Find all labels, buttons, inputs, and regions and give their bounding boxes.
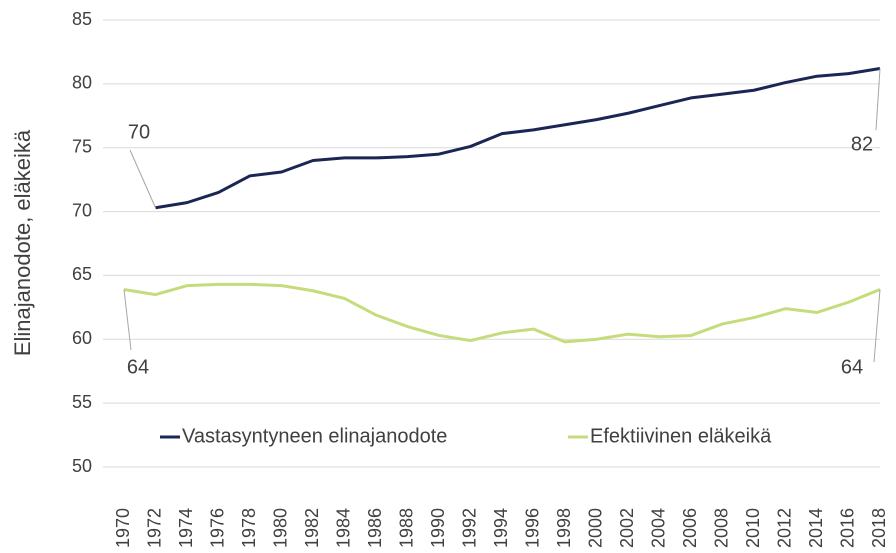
y-tick-label: 75 — [72, 136, 92, 156]
x-tick-label: 2008 — [711, 508, 731, 548]
leader-line — [129, 149, 156, 208]
x-tick-label: 1970 — [113, 508, 133, 548]
x-tick-label: 2002 — [617, 508, 637, 548]
x-tick-label: 1978 — [239, 508, 259, 548]
x-tick-label: 1982 — [302, 508, 322, 548]
y-tick-label: 55 — [72, 392, 92, 412]
x-tick-label: 1980 — [270, 508, 290, 548]
y-tick-label: 70 — [72, 200, 92, 220]
x-tick-label: 2010 — [743, 508, 763, 548]
annotation: 64 — [841, 356, 863, 378]
series-line — [123, 282, 881, 344]
x-tick-label: 1986 — [365, 508, 385, 548]
series-line — [155, 67, 881, 210]
leader-line — [123, 289, 132, 351]
x-tick-label: 2000 — [585, 508, 605, 548]
legend-label: Vastasyntyneen elinajanodote — [182, 425, 447, 447]
y-tick-label: 65 — [72, 264, 92, 284]
x-tick-label: 1996 — [522, 508, 542, 548]
leader-line — [875, 68, 881, 131]
y-tick-label: 80 — [72, 73, 92, 93]
leader-line — [873, 289, 881, 363]
y-tick-label: 60 — [72, 328, 92, 348]
x-tick-label: 1994 — [491, 508, 511, 548]
x-tick-label: 1972 — [144, 508, 164, 548]
y-tick-label: 85 — [72, 9, 92, 29]
annotation: 70 — [128, 121, 150, 143]
annotation: 64 — [127, 356, 149, 378]
x-tick-label: 1974 — [176, 508, 196, 548]
x-tick-label: 2016 — [837, 508, 857, 548]
x-tick-label: 2006 — [680, 508, 700, 548]
legend-label: Efektiivinen eläkeikä — [590, 425, 772, 447]
x-tick-label: 1992 — [459, 508, 479, 548]
x-tick-label: 2018 — [869, 508, 889, 548]
x-tick-label: 2012 — [774, 508, 794, 548]
x-tick-label: 2004 — [648, 508, 668, 548]
x-tick-label: 1976 — [207, 508, 227, 548]
x-tick-label: 1988 — [396, 508, 416, 548]
x-tick-label: 2014 — [806, 508, 826, 548]
y-tick-label: 50 — [72, 456, 92, 476]
x-tick-label: 1998 — [554, 508, 574, 548]
x-tick-label: 1990 — [428, 508, 448, 548]
x-tick-label: 1984 — [333, 508, 353, 548]
annotation: 82 — [851, 133, 873, 155]
y-axis-label: Elinajanodote, eläkeikä — [10, 129, 35, 356]
